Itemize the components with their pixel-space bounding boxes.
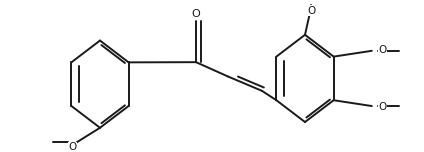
- Text: O: O: [68, 142, 77, 152]
- Text: O: O: [378, 102, 387, 112]
- Text: O: O: [307, 6, 315, 16]
- Text: O: O: [192, 9, 201, 19]
- Text: O: O: [378, 45, 387, 55]
